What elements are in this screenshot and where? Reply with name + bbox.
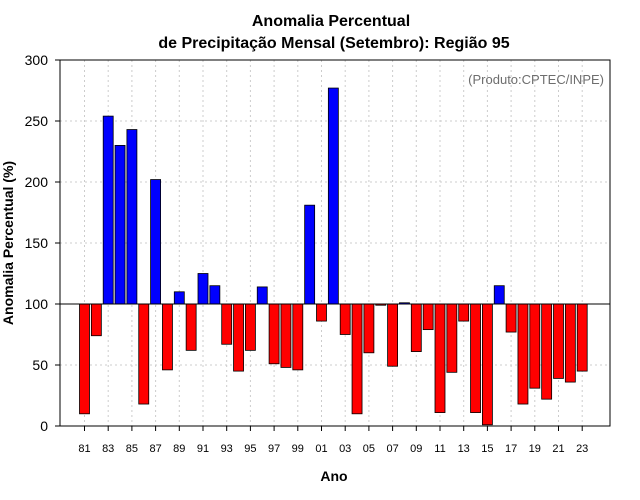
y-tick-label: 50 [32,357,48,373]
x-tick-label: 99 [292,443,304,455]
bar-15 [481,303,493,426]
bar-94 [233,303,244,372]
y-tick-label: 300 [25,52,49,68]
x-tick-label: 95 [244,443,256,455]
bar-03 [339,303,351,335]
bar-11 [434,303,446,413]
bar-16 [493,285,505,305]
bar-18 [517,303,529,405]
x-tick-label: 17 [505,443,517,455]
bar-82 [90,303,102,337]
x-tick-label: 09 [410,443,422,455]
x-tick-label: 85 [126,443,138,455]
chart-title-line2: de Precipitação Mensal (Setembro): Regiã… [158,35,509,52]
y-tick-label: 200 [25,174,49,190]
x-tick-label: 21 [552,443,564,455]
x-tick-label: 15 [481,443,493,455]
x-tick-label: 91 [197,443,209,455]
bar-87 [150,179,162,305]
bar-02 [327,87,339,305]
bar-98 [280,303,292,368]
bar-17 [505,303,517,333]
bar-85 [126,129,138,305]
bar-93 [221,303,233,345]
bar-20 [541,303,553,400]
bar-09 [410,303,422,352]
bar-88 [162,303,173,371]
bar-81 [79,303,90,415]
x-tick-label: 03 [339,443,351,455]
bar-92 [209,285,221,305]
bar-90 [185,303,197,351]
bar-05 [363,303,375,354]
bar-91 [197,273,209,305]
x-tick-label: 83 [102,443,114,455]
x-tick-label: 19 [529,443,541,455]
x-tick-label: 87 [149,443,161,455]
x-tick-label: 81 [78,443,90,455]
bar-95 [244,303,256,351]
y-axis-label: Anomalia Percentual (%) [0,161,16,325]
bar-96 [256,286,268,305]
bar-19 [529,303,541,389]
bar-13 [458,303,470,322]
bar-04 [351,303,363,415]
x-tick-label: 97 [268,443,280,455]
bar-10 [422,303,434,331]
bar-21 [553,303,564,379]
bar-22 [564,303,576,383]
bar-97 [268,303,280,365]
y-tick-label: 250 [25,113,49,129]
x-tick-label: 13 [458,443,470,455]
bar-23 [576,303,588,372]
bars [60,87,610,426]
bar-07 [387,303,399,367]
bar-00 [304,204,316,305]
bar-89 [173,291,185,305]
x-axis-label: Ano [320,468,347,484]
x-tick-label: 05 [363,443,375,455]
x-tick-label: 01 [315,443,327,455]
bar-84 [114,144,126,305]
x-tick-label: 93 [221,443,233,455]
bar-12 [446,303,458,373]
bar-14 [470,303,481,413]
x-tick-label: 89 [173,443,185,455]
x-tick-label: 07 [386,443,398,455]
bar-86 [138,303,150,405]
credit-label: (Produto:CPTEC/INPE) [468,72,604,87]
y-tick-label: 0 [40,418,48,434]
chart-title-line1: Anomalia Percentual [252,13,410,30]
bar-83 [102,115,114,305]
y-tick-label: 100 [25,296,49,312]
x-tick-label: 11 [434,443,445,455]
plot-frame [59,59,611,427]
bar-01 [316,303,327,322]
y-tick-label: 150 [25,235,49,251]
bar-99 [292,303,304,371]
x-tick-label: 23 [576,443,588,455]
